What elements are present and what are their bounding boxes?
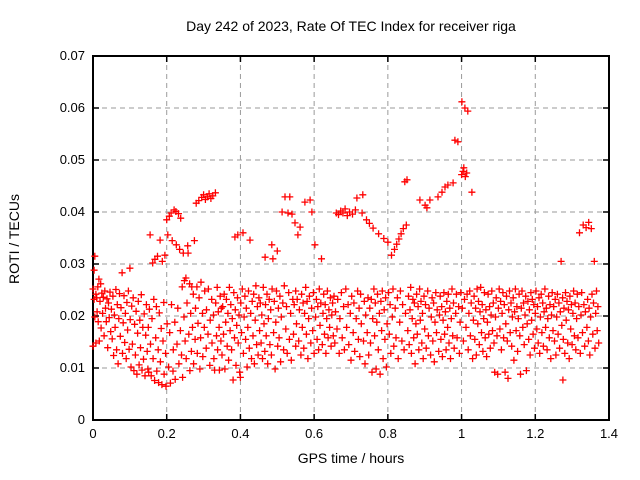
x-tick-label: 0.4 [231, 426, 249, 441]
x-tick-label: 0.2 [158, 426, 176, 441]
x-tick-label: 1.4 [600, 426, 618, 441]
y-tick-label: 0 [78, 412, 85, 427]
y-tick-label: 0.01 [60, 360, 85, 375]
y-tick-label: 0.02 [60, 308, 85, 323]
x-tick-label: 0.6 [305, 426, 323, 441]
y-tick-label: 0.04 [60, 204, 85, 219]
y-tick-label: 0.03 [60, 256, 85, 271]
data-points [89, 98, 603, 390]
x-tick-label: 1 [458, 426, 465, 441]
y-tick-label: 0.05 [60, 152, 85, 167]
x-tick-label: 0 [89, 426, 96, 441]
chart-title: Day 242 of 2023, Rate Of TEC Index for r… [186, 18, 516, 34]
y-tick-label: 0.06 [60, 100, 85, 115]
y-tick-label: 0.07 [60, 48, 85, 63]
x-tick-label: 1.2 [526, 426, 544, 441]
x-axis-label: GPS time / hours [297, 450, 405, 466]
x-tick-label: 0.8 [379, 426, 397, 441]
plot-border [92, 55, 610, 421]
